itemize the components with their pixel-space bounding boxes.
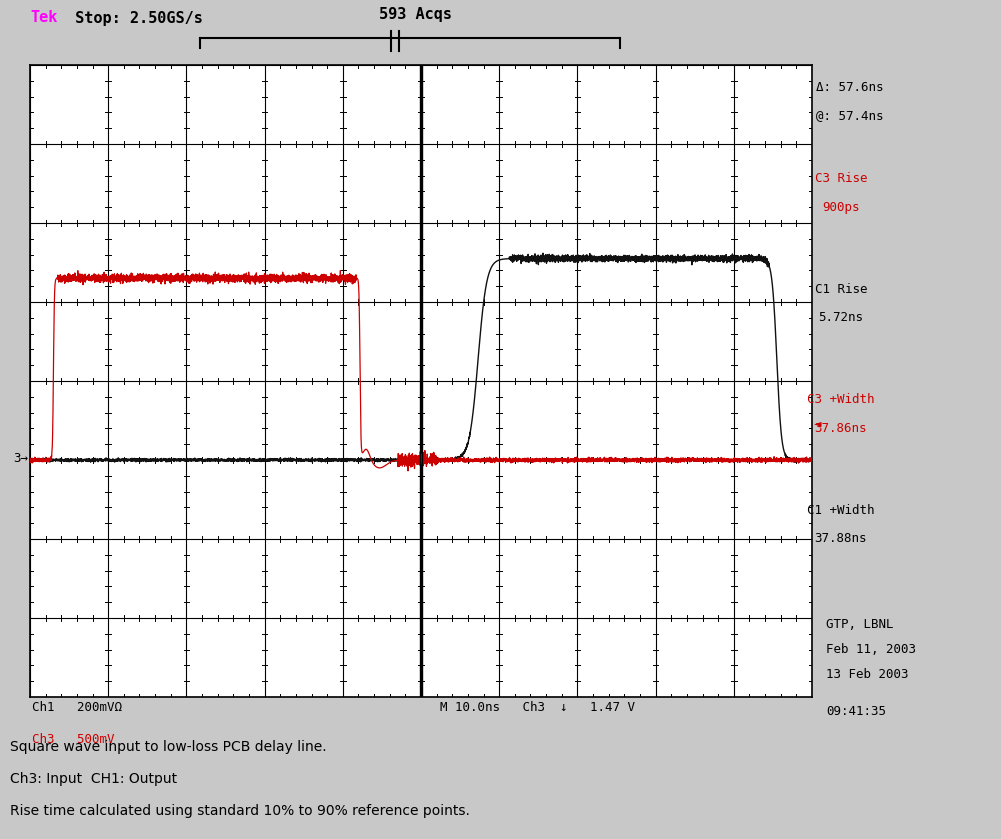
Text: Stop: 2.50GS/s: Stop: 2.50GS/s [66, 11, 203, 25]
Text: Feb 11, 2003: Feb 11, 2003 [826, 644, 916, 656]
Text: ◄: ◄ [814, 418, 821, 428]
Text: Δ: 57.6ns: Δ: 57.6ns [816, 81, 883, 94]
Text: Ch3: Input  CH1: Output: Ch3: Input CH1: Output [10, 772, 177, 786]
Text: GTP, LBNL: GTP, LBNL [826, 618, 893, 631]
Text: Tek: Tek [30, 11, 57, 25]
Text: 37.86ns: 37.86ns [815, 422, 867, 435]
Text: Ch3   500mV: Ch3 500mV [32, 733, 114, 746]
Text: 5.72ns: 5.72ns [819, 311, 863, 325]
Text: Rise time calculated using standard 10% to 90% reference points.: Rise time calculated using standard 10% … [10, 804, 469, 818]
Text: Ch1   200mVΩ: Ch1 200mVΩ [32, 701, 122, 714]
Text: C1 +Width: C1 +Width [807, 504, 875, 517]
Text: 37.88ns: 37.88ns [815, 533, 867, 545]
Text: 593 Acqs: 593 Acqs [379, 8, 451, 23]
Text: 13 Feb 2003: 13 Feb 2003 [826, 669, 908, 681]
Text: Square wave input to low-loss PCB delay line.: Square wave input to low-loss PCB delay … [10, 740, 326, 754]
Text: M 10.0ns   Ch3  ↓   1.47 V: M 10.0ns Ch3 ↓ 1.47 V [440, 701, 636, 714]
Text: C3 +Width: C3 +Width [807, 393, 875, 406]
Text: @: 57.4ns: @: 57.4ns [816, 109, 883, 122]
Text: C1 Rise: C1 Rise [815, 283, 867, 296]
Text: 900ps: 900ps [822, 201, 860, 214]
Text: C3 Rise: C3 Rise [815, 172, 867, 185]
Text: 3→: 3→ [13, 452, 28, 465]
Text: 09:41:35: 09:41:35 [826, 706, 886, 718]
